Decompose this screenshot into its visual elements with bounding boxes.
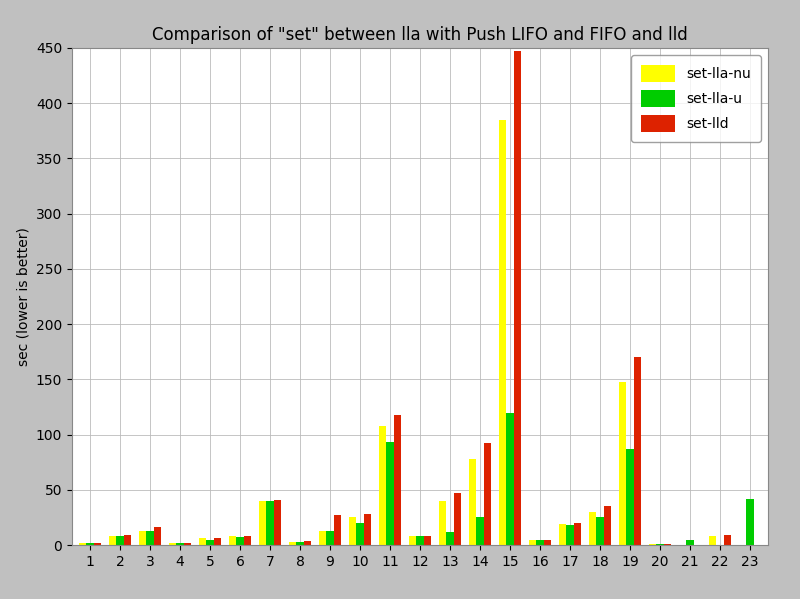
Bar	[589, 512, 596, 545]
Bar	[664, 544, 671, 545]
Bar	[86, 543, 94, 545]
Bar	[349, 518, 356, 545]
Bar	[258, 501, 266, 545]
Bar	[618, 382, 626, 545]
Bar	[558, 524, 566, 545]
Bar	[469, 459, 476, 545]
Bar	[476, 518, 484, 545]
Bar	[289, 541, 296, 545]
Bar	[244, 536, 251, 545]
Bar	[378, 426, 386, 545]
Bar	[184, 543, 191, 545]
Bar	[604, 506, 611, 545]
Bar	[596, 518, 604, 545]
Bar	[229, 536, 236, 545]
Y-axis label: sec (lower is better): sec (lower is better)	[16, 227, 30, 366]
Bar	[498, 120, 506, 545]
Bar	[386, 442, 394, 545]
Bar	[536, 540, 544, 545]
Bar	[304, 541, 311, 545]
Bar	[649, 544, 656, 545]
Bar	[206, 540, 214, 545]
Bar	[356, 523, 364, 545]
Bar	[198, 539, 206, 545]
Bar	[656, 544, 664, 545]
Bar	[318, 531, 326, 545]
Bar	[296, 541, 304, 545]
Bar	[176, 543, 184, 545]
Bar	[266, 501, 274, 545]
Bar	[154, 527, 162, 545]
Title: Comparison of "set" between lla with Push LIFO and FIFO and lld: Comparison of "set" between lla with Pus…	[152, 26, 688, 44]
Bar	[334, 515, 342, 545]
Bar	[574, 523, 582, 545]
Bar	[116, 536, 124, 545]
Bar	[626, 449, 634, 545]
Bar	[484, 443, 491, 545]
Bar	[94, 543, 102, 545]
Bar	[214, 539, 222, 545]
Bar	[529, 540, 536, 545]
Bar	[686, 540, 694, 545]
Bar	[124, 535, 131, 545]
Bar	[364, 514, 371, 545]
Bar	[454, 493, 462, 545]
Bar	[169, 543, 176, 545]
Bar	[544, 540, 551, 545]
Bar	[146, 531, 154, 545]
Bar	[709, 536, 716, 545]
Bar	[326, 531, 334, 545]
Bar	[566, 525, 574, 545]
Bar	[138, 531, 146, 545]
Bar	[109, 536, 116, 545]
Bar	[446, 532, 454, 545]
Bar	[514, 52, 522, 545]
Bar	[274, 500, 282, 545]
Bar	[634, 357, 642, 545]
Bar	[409, 536, 416, 545]
Bar	[424, 536, 431, 545]
Bar	[506, 413, 514, 545]
Bar	[438, 501, 446, 545]
Bar	[724, 535, 731, 545]
Bar	[394, 415, 402, 545]
Bar	[416, 536, 424, 545]
Bar	[746, 499, 754, 545]
Bar	[78, 543, 86, 545]
Legend: set-lla-nu, set-lla-u, set-lld: set-lla-nu, set-lla-u, set-lld	[631, 55, 761, 142]
Bar	[236, 537, 244, 545]
